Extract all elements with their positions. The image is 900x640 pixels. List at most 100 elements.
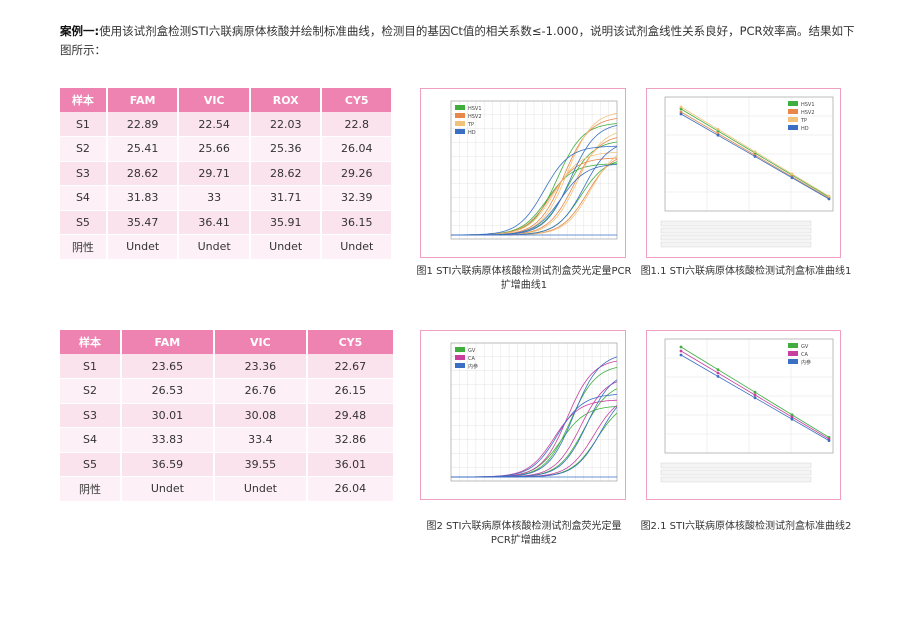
- legend-swatch: [788, 101, 798, 106]
- ct-value-cell: 28.62: [106, 161, 180, 186]
- equation-row: [660, 241, 812, 248]
- data-point: [716, 127, 720, 131]
- ct-value-cell: 22.54: [178, 112, 251, 137]
- legend-swatch: [455, 347, 465, 352]
- ct-value-cell: 26.04: [306, 476, 393, 502]
- legend-swatch: [455, 113, 465, 118]
- legend-entry: TP: [467, 122, 474, 128]
- sample-cell: 阴性: [60, 234, 108, 260]
- column-header: CY5: [321, 88, 391, 112]
- data-point: [790, 172, 794, 176]
- figure-2-1-caption: 图2.1 STI六联病原体核酸检测试剂盒标准曲线2: [640, 521, 852, 532]
- ct-value-cell: 32.39: [321, 185, 391, 211]
- legend-entry: CA: [468, 356, 475, 362]
- ct-value-cell: 33.83: [120, 427, 215, 453]
- table-row: 阴性 Undet Undet Undet Undet: [60, 234, 391, 260]
- table-row: S5 36.59 39.55 36.01: [60, 452, 393, 477]
- data-point: [753, 393, 757, 397]
- ct-value-cell: 29.26: [321, 161, 391, 186]
- ct-value-cell: 29.71: [178, 161, 251, 186]
- figure-2-panel: GV CA 内参: [420, 330, 626, 500]
- intro-label: 案例一:: [60, 24, 100, 38]
- ct-value-cell: 25.41: [106, 136, 180, 162]
- figure-2-caption-line-1: 图2 STI六联病原体核酸检测试剂盒荧光定量: [426, 521, 622, 532]
- ct-value-cell: Undet: [178, 234, 251, 260]
- table-row: S1 22.89 22.54 22.03 22.8: [60, 112, 391, 137]
- legend-swatch: [455, 129, 465, 134]
- plot-frame: [450, 342, 618, 482]
- ct-value-cell: 26.04: [321, 136, 391, 162]
- table-row: 阴性 Undet Undet 26.04: [60, 476, 393, 502]
- ct-value-cell: Undet: [213, 476, 308, 502]
- legend-entry: GV: [801, 344, 809, 350]
- data-point: [753, 155, 757, 158]
- ct-value-cell: Undet: [249, 234, 323, 260]
- data-point: [716, 133, 720, 137]
- standard-curve-chart-1: HSV1 HSV2 TP HD: [660, 96, 834, 248]
- ct-value-cell: 22.8: [321, 112, 391, 137]
- legend-entry: 内参: [801, 359, 811, 366]
- equation-row: [660, 462, 812, 469]
- figure-1-1-panel: HSV1 HSV2 TP HD: [646, 88, 841, 258]
- legend-swatch: [455, 121, 465, 126]
- data-point: [753, 390, 757, 394]
- legend-entry: HD: [468, 130, 476, 136]
- ct-value-cell: 30.08: [213, 403, 308, 428]
- ct-value-cell: Undet: [106, 234, 180, 260]
- data-point: [790, 417, 794, 421]
- table-row: S3 30.01 30.08 29.48: [60, 403, 393, 428]
- column-header: CY5: [306, 330, 393, 354]
- sample-cell: S4: [60, 185, 108, 211]
- legend-entry: TP: [800, 118, 807, 124]
- table-header-row: 样本 FAM VIC ROX CY5: [60, 88, 391, 112]
- legend-entry: HD: [801, 126, 809, 132]
- plot-frame: [450, 100, 618, 240]
- ct-value-cell: 33: [178, 185, 251, 211]
- sample-cell: S1: [60, 112, 108, 137]
- legend-swatch: [788, 117, 798, 122]
- table-row: S2 25.41 25.66 25.36 26.04: [60, 136, 391, 162]
- column-header: FAM: [120, 330, 215, 354]
- ct-value-cell: 26.76: [213, 378, 308, 404]
- ct-value-cell: 25.66: [178, 136, 251, 162]
- data-point: [679, 353, 683, 357]
- ct-table-2: 样本 FAM VIC CY5 S1 23.65 23.36 22.67 S2 26.53 26.7…: [60, 330, 393, 502]
- ct-value-cell: 29.48: [306, 403, 393, 428]
- equation-row: [660, 234, 812, 241]
- data-point: [679, 345, 683, 349]
- column-header: 样本: [60, 330, 122, 354]
- sample-cell: 阴性: [60, 476, 122, 502]
- figure-1-panel: HSV1 HSV2 TP HD: [420, 88, 626, 258]
- figure-2-caption-line-2: PCR扩增曲线2: [490, 535, 558, 546]
- data-point: [716, 371, 720, 375]
- data-point: [753, 396, 757, 400]
- data-point: [679, 105, 683, 109]
- ct-value-cell: 33.4: [213, 427, 308, 453]
- legend-entry: CA: [801, 352, 808, 358]
- sample-cell: S2: [60, 136, 108, 162]
- data-point: [827, 197, 831, 201]
- ct-value-cell: Undet: [120, 476, 215, 502]
- data-point: [716, 368, 720, 371]
- sample-cell: S2: [60, 378, 122, 404]
- figure-1-1-caption: 图1.1 STI六联病原体核酸检测试剂盒标准曲线1: [640, 266, 852, 277]
- legend-swatch: [788, 359, 798, 364]
- sample-cell: S1: [60, 354, 122, 379]
- ct-table-1: 样本 FAM VIC ROX CY5 S1 22.89 22.54 22.03 22.8 S2 25…: [60, 88, 391, 260]
- ct-value-cell: 22.67: [306, 354, 393, 379]
- data-point: [679, 110, 683, 114]
- table-row: S4 31.83 33 31.71 32.39: [60, 185, 391, 211]
- ct-value-cell: 35.91: [249, 210, 323, 235]
- table-header-row: 样本 FAM VIC CY5: [60, 330, 393, 354]
- ct-value-cell: 36.59: [120, 452, 215, 477]
- ct-value-cell: 36.15: [321, 210, 391, 235]
- legend-swatch: [788, 351, 798, 356]
- legend-entry: 内参: [468, 363, 478, 370]
- ct-value-cell: 36.41: [178, 210, 251, 235]
- equation-row: [660, 469, 812, 476]
- data-point: [679, 349, 683, 353]
- ct-value-cell: 23.65: [120, 354, 215, 379]
- data-point: [753, 150, 757, 153]
- ct-value-cell: 22.03: [249, 112, 323, 137]
